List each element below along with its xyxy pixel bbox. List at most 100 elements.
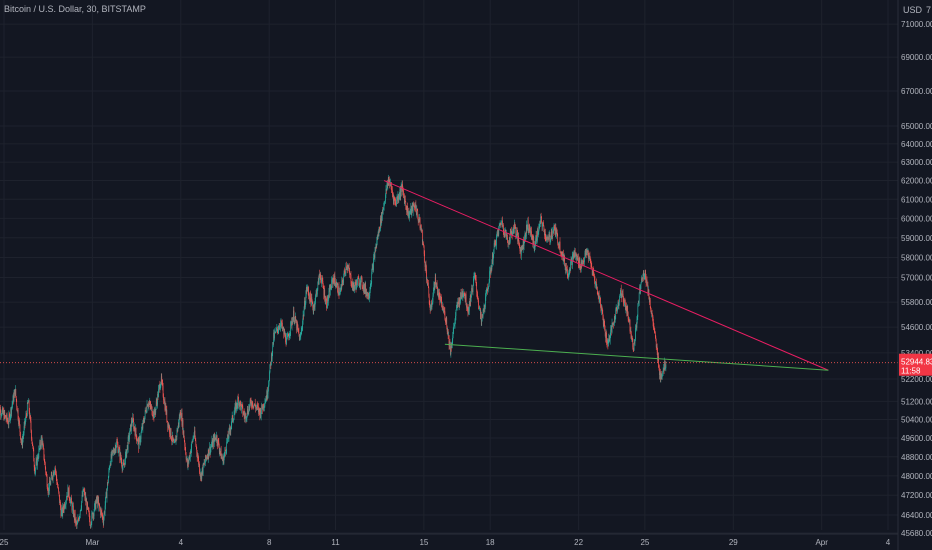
candle (270, 361, 271, 367)
candle-body (11, 404, 13, 408)
candle (540, 213, 542, 227)
candle (152, 415, 154, 420)
candle-body (517, 235, 519, 242)
candle-body (462, 295, 464, 296)
candle (110, 451, 112, 466)
candle (239, 399, 241, 411)
candle (344, 267, 345, 275)
candle (576, 255, 578, 262)
candle (306, 284, 308, 292)
price-tick-label: 46400.00 (901, 511, 932, 520)
candle (242, 410, 244, 415)
candle-body (151, 406, 153, 415)
candle-body (82, 495, 83, 497)
candle-body (323, 288, 325, 295)
candle (169, 433, 171, 440)
candle (640, 284, 641, 295)
candle (654, 328, 656, 334)
candle (398, 192, 400, 200)
candle (446, 316, 448, 330)
candle (264, 403, 265, 412)
candle-body (207, 449, 209, 459)
candle-body (176, 429, 178, 437)
candle (501, 220, 502, 226)
candle (123, 459, 124, 466)
candle (320, 272, 321, 283)
candle-body (480, 313, 482, 322)
candle-body (74, 513, 76, 523)
candle (653, 318, 654, 331)
candle (330, 285, 332, 290)
candle (66, 495, 67, 504)
candle (61, 505, 63, 517)
candle (206, 455, 208, 461)
candle-body (538, 226, 540, 233)
candle-body (654, 332, 656, 337)
candle-body (59, 494, 60, 503)
candle (39, 439, 41, 451)
candle (383, 201, 385, 211)
candle-body (163, 400, 165, 404)
candle-body (10, 408, 12, 416)
candle (551, 235, 553, 241)
candle (221, 453, 222, 459)
candle (8, 411, 10, 418)
candle-body (292, 317, 294, 324)
candle (126, 445, 128, 454)
currency-label[interactable]: USD (903, 5, 923, 15)
candle (233, 410, 235, 421)
candle (106, 488, 107, 499)
candle (319, 269, 321, 279)
candle-body (153, 411, 155, 419)
candle-body (531, 231, 532, 239)
candle (659, 370, 661, 380)
candle-body (26, 414, 27, 416)
candle (74, 513, 76, 521)
candle-body (428, 296, 430, 305)
candle (224, 451, 225, 461)
candle-body (86, 502, 88, 510)
candle-body (595, 282, 597, 283)
candle (128, 432, 129, 441)
candle (465, 291, 467, 306)
candle (649, 297, 651, 309)
candle-body (108, 468, 110, 471)
candle (315, 294, 316, 305)
candle-body (470, 295, 472, 302)
candle-body (585, 250, 587, 255)
candle-body (118, 448, 120, 453)
candle (154, 408, 156, 415)
candle-body (232, 415, 233, 421)
candle (643, 273, 645, 280)
candle-body (465, 294, 466, 300)
candle (387, 181, 389, 190)
candle (181, 408, 183, 428)
candle (68, 485, 70, 501)
candle-body (514, 225, 516, 228)
candle-body (629, 319, 631, 332)
candle-body (527, 219, 529, 231)
candle (556, 229, 558, 237)
candle-body (636, 316, 638, 320)
candle-body (473, 276, 475, 279)
candle (307, 285, 309, 296)
candle-body (435, 277, 437, 285)
candle-body (582, 260, 584, 264)
candle-body (281, 323, 283, 327)
candle (213, 433, 215, 448)
candle-body (81, 501, 82, 508)
candle-body (236, 403, 238, 407)
candle-body (193, 437, 194, 439)
candle-body (382, 210, 384, 212)
candle (250, 397, 252, 408)
candle (162, 382, 164, 398)
candle-body (433, 282, 435, 291)
candle (143, 416, 145, 425)
candle-body (189, 451, 191, 458)
candle-body (663, 368, 664, 372)
candle-body (322, 280, 324, 287)
candle (111, 448, 113, 463)
candle-body (282, 328, 284, 330)
